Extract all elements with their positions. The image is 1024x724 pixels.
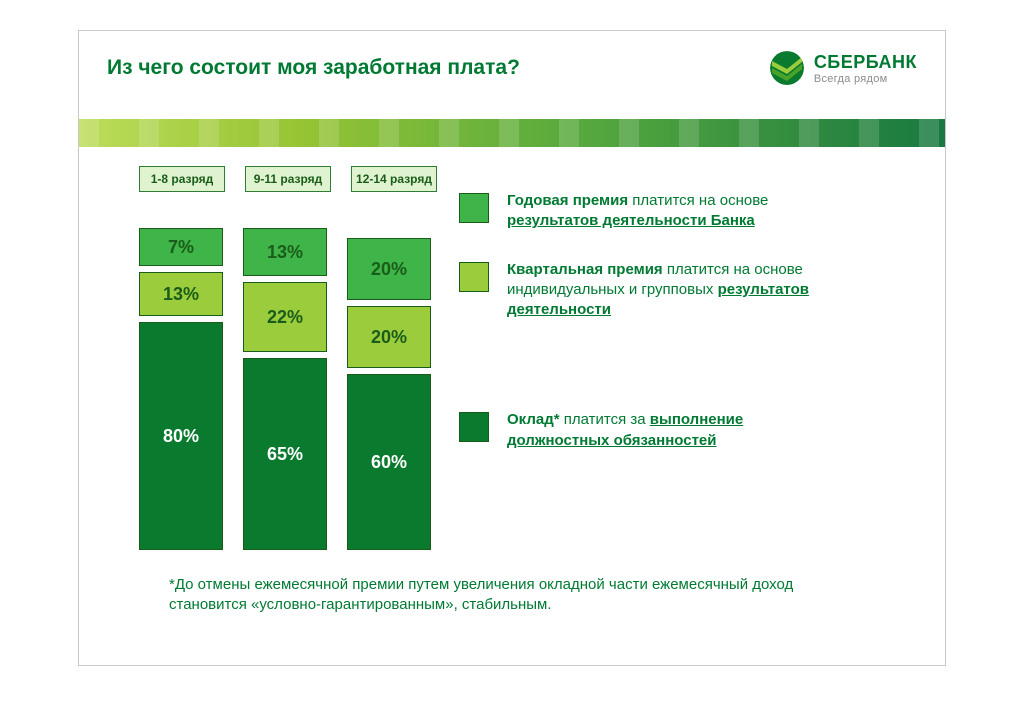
page-title: Из чего состоит моя заработная плата? [107, 56, 520, 80]
category-label: 12-14 разряд [351, 166, 437, 192]
legend-text: платится на основе [628, 192, 768, 209]
brand-slogan: Всегда рядом [814, 73, 888, 85]
legend-bold: Квартальная премия [507, 261, 663, 278]
brand-logo: СБЕРБАНК Всегда рядом [770, 51, 917, 85]
category-label: 9-11 разряд [245, 166, 331, 192]
legend-text: платится за [560, 411, 650, 428]
category-label: 1-8 разряд [139, 166, 225, 192]
slide-frame: Из чего состоит моя заработная плата? СБ… [78, 30, 946, 666]
legend-quarterly: Квартальная премия платится на основе ин… [459, 260, 885, 321]
bar-segment-salary: 60% [347, 374, 431, 550]
swatch-annual [459, 193, 489, 223]
bar-segment-salary: 65% [243, 358, 327, 550]
legend-bold: Годовая премия [507, 192, 628, 209]
legend-bold: Оклад* [507, 411, 560, 428]
category-row: 1-8 разряд 9-11 разряд 12-14 разряд [139, 166, 905, 192]
legend-underline: результатов деятельности Банка [507, 212, 755, 229]
bar-segment-salary: 80% [139, 322, 223, 550]
header-stripe [79, 119, 945, 147]
bar-segment-annual: 20% [347, 238, 431, 300]
swatch-salary [459, 412, 489, 442]
bar-segment-quarterly: 20% [347, 306, 431, 368]
bar-segment-annual: 7% [139, 228, 223, 266]
bar-segment-quarterly: 13% [139, 272, 223, 316]
legend-annual: Годовая премия платится на основе резуль… [459, 191, 885, 232]
legend-salary: Оклад* платится за выполнение должностны… [459, 410, 885, 451]
brand-name: СБЕРБАНК [814, 52, 917, 73]
bar-segment-quarterly: 22% [243, 282, 327, 352]
bar-segment-annual: 13% [243, 228, 327, 276]
logo-icon [770, 51, 804, 85]
footnote: *До отмены ежемесячной премии путем увел… [169, 575, 855, 616]
swatch-quarterly [459, 262, 489, 292]
